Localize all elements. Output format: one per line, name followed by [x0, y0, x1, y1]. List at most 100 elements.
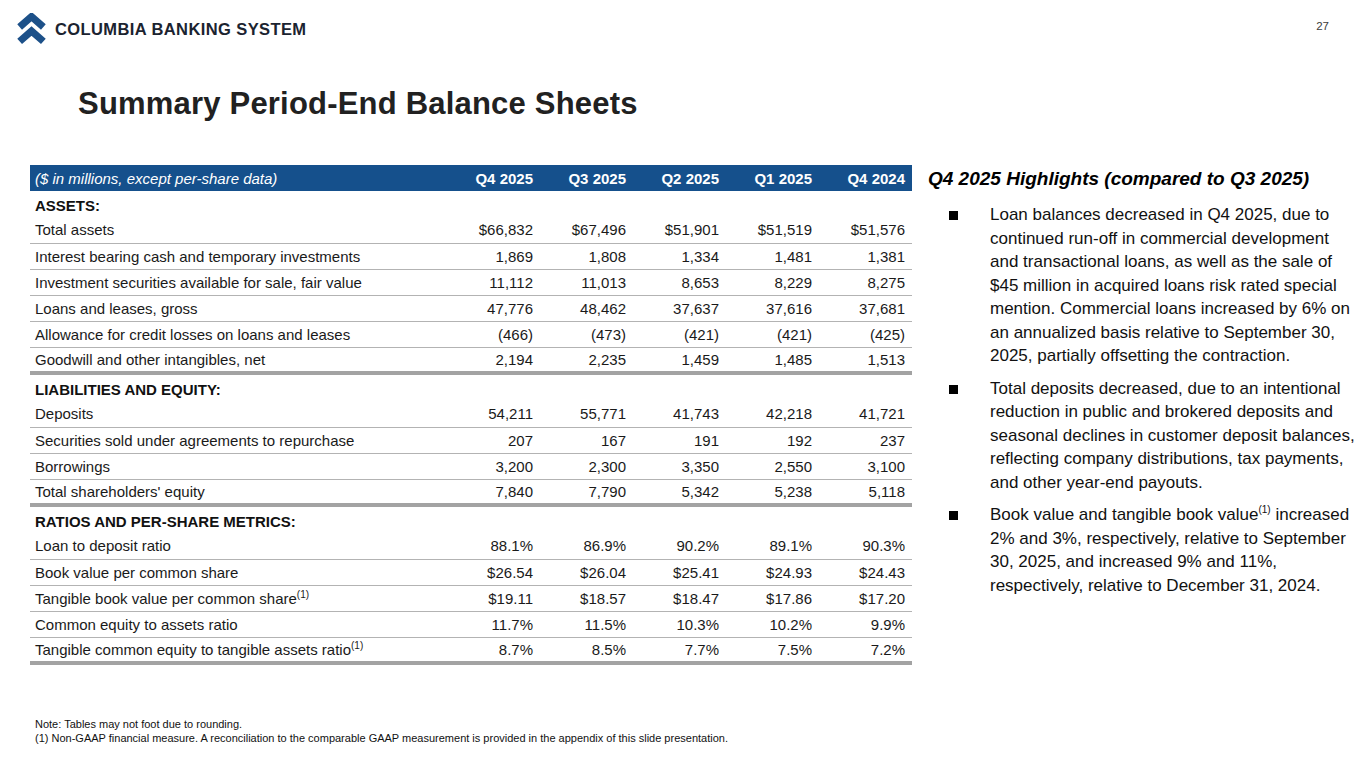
- cell-value: 47,776: [447, 295, 540, 321]
- table-row: Tangible book value per common share(1)$…: [30, 585, 912, 611]
- balance-sheet-container: ($ in millions, except per-share data) Q…: [30, 165, 912, 665]
- table-row: Book value per common share$26.54$26.04$…: [30, 559, 912, 585]
- row-label: Interest bearing cash and temporary inve…: [30, 243, 447, 269]
- row-label: Total shareholders' equity: [30, 479, 447, 505]
- column-header-q1-2025: Q1 2025: [726, 165, 819, 191]
- bullet-square-icon: [949, 511, 958, 520]
- row-label: Book value per common share: [30, 559, 447, 585]
- row-label: Common equity to assets ratio: [30, 611, 447, 637]
- highlights-title: Q4 2025 Highlights (compared to Q3 2025): [928, 168, 1358, 190]
- section-header-row: LIABILITIES AND EQUITY:: [30, 373, 912, 401]
- cell-value: (425): [819, 321, 912, 347]
- column-header-q4-2025: Q4 2025: [447, 165, 540, 191]
- cell-value: $19.11: [447, 585, 540, 611]
- column-header-q4-2024: Q4 2024: [819, 165, 912, 191]
- cell-value: 5,238: [726, 479, 819, 505]
- section-title: RATIOS AND PER-SHARE METRICS:: [30, 505, 912, 533]
- table-row: Investment securities available for sale…: [30, 269, 912, 295]
- row-label: Borrowings: [30, 453, 447, 479]
- bullet-text: Total deposits decreased, due to an inte…: [990, 379, 1355, 492]
- cell-value: 2,235: [540, 347, 633, 373]
- cell-value: 8,229: [726, 269, 819, 295]
- row-label: Loan to deposit ratio: [30, 533, 447, 559]
- cell-value: 7.7%: [633, 637, 726, 663]
- page-number: 27: [1316, 20, 1329, 32]
- cell-value: 191: [633, 427, 726, 453]
- cell-value: 1,485: [726, 347, 819, 373]
- cell-value: $18.57: [540, 585, 633, 611]
- row-label: Allowance for credit losses on loans and…: [30, 321, 447, 347]
- cell-value: 11.5%: [540, 611, 633, 637]
- cell-value: $51,576: [819, 217, 912, 243]
- row-label: Loans and leases, gross: [30, 295, 447, 321]
- cell-value: 90.3%: [819, 533, 912, 559]
- table-row: Allowance for credit losses on loans and…: [30, 321, 912, 347]
- cell-value: 90.2%: [633, 533, 726, 559]
- cell-value: (421): [726, 321, 819, 347]
- cell-value: 7.2%: [819, 637, 912, 663]
- bullet-text: Loan balances decreased in Q4 2025, due …: [990, 205, 1350, 365]
- footnote-non-gaap: (1) Non-GAAP financial measure. A reconc…: [35, 731, 728, 745]
- table-header-row: ($ in millions, except per-share data) Q…: [30, 165, 912, 191]
- bullet-square-icon: [949, 385, 958, 394]
- cell-value: 11,112: [447, 269, 540, 295]
- section-title: ASSETS:: [30, 191, 912, 217]
- slide-title: Summary Period-End Balance Sheets: [78, 86, 638, 122]
- cell-value: 8,275: [819, 269, 912, 295]
- cell-value: $24.93: [726, 559, 819, 585]
- cell-value: 1,513: [819, 347, 912, 373]
- cell-value: 2,194: [447, 347, 540, 373]
- footnote-marker: (1): [1258, 504, 1270, 515]
- cell-value: 207: [447, 427, 540, 453]
- section-title: LIABILITIES AND EQUITY:: [30, 373, 912, 401]
- cell-value: 1,381: [819, 243, 912, 269]
- cell-value: 237: [819, 427, 912, 453]
- cell-value: 41,743: [633, 401, 726, 427]
- cell-value: $18.47: [633, 585, 726, 611]
- cell-value: 10.3%: [633, 611, 726, 637]
- section-header-row: ASSETS:: [30, 191, 912, 217]
- cell-value: 1,808: [540, 243, 633, 269]
- brand-name: COLUMBIA BANKING SYSTEM: [55, 20, 307, 39]
- cell-value: 41,721: [819, 401, 912, 427]
- column-header-q3-2025: Q3 2025: [540, 165, 633, 191]
- cell-value: $51,519: [726, 217, 819, 243]
- row-label: Tangible book value per common share(1): [30, 585, 447, 611]
- cell-value: 167: [540, 427, 633, 453]
- row-label: Goodwill and other intangibles, net: [30, 347, 447, 373]
- cell-value: 3,350: [633, 453, 726, 479]
- row-label: Deposits: [30, 401, 447, 427]
- balance-sheet-table: ($ in millions, except per-share data) Q…: [30, 165, 912, 665]
- cell-value: 2,550: [726, 453, 819, 479]
- bullet-square-icon: [949, 211, 958, 220]
- cell-value: 5,342: [633, 479, 726, 505]
- cell-value: 7.5%: [726, 637, 819, 663]
- cell-value: 86.9%: [540, 533, 633, 559]
- cell-value: $17.86: [726, 585, 819, 611]
- table-row: Loans and leases, gross47,77648,46237,63…: [30, 295, 912, 321]
- highlight-bullet: Total deposits decreased, due to an inte…: [928, 377, 1358, 495]
- table-row: Total shareholders' equity7,8407,7905,34…: [30, 479, 912, 505]
- table-row: Borrowings3,2002,3003,3502,5503,100: [30, 453, 912, 479]
- cell-value: 54,211: [447, 401, 540, 427]
- column-header-q2-2025: Q2 2025: [633, 165, 726, 191]
- cell-value: 55,771: [540, 401, 633, 427]
- cell-value: 11.7%: [447, 611, 540, 637]
- cell-value: 1,481: [726, 243, 819, 269]
- cell-value: 88.1%: [447, 533, 540, 559]
- cell-value: 1,869: [447, 243, 540, 269]
- balance-sheet-body: ASSETS:Total assets$66,832$67,496$51,901…: [30, 191, 912, 663]
- table-row: Goodwill and other intangibles, net2,194…: [30, 347, 912, 373]
- highlight-bullet: Loan balances decreased in Q4 2025, due …: [928, 203, 1358, 368]
- brand-header: COLUMBIA BANKING SYSTEM: [15, 13, 307, 46]
- table-row: Common equity to assets ratio11.7%11.5%1…: [30, 611, 912, 637]
- cell-value: 10.2%: [726, 611, 819, 637]
- cell-value: 8.5%: [540, 637, 633, 663]
- section-header-row: RATIOS AND PER-SHARE METRICS:: [30, 505, 912, 533]
- table-row: Loan to deposit ratio88.1%86.9%90.2%89.1…: [30, 533, 912, 559]
- cell-value: 5,118: [819, 479, 912, 505]
- cell-value: 8,653: [633, 269, 726, 295]
- cell-value: 42,218: [726, 401, 819, 427]
- cell-value: 2,300: [540, 453, 633, 479]
- cell-value: 1,334: [633, 243, 726, 269]
